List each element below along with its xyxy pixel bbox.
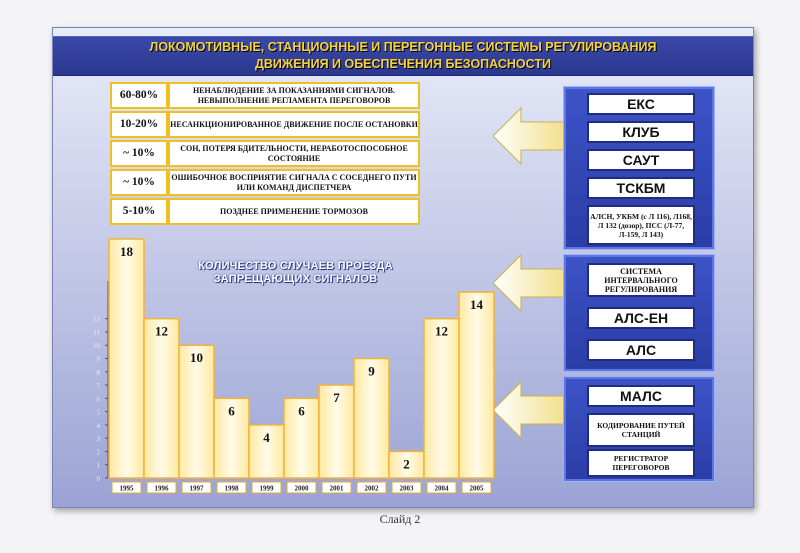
x-tick-box (321, 481, 352, 494)
bar (353, 357, 390, 479)
x-tick-label: 2002 (365, 485, 380, 493)
reason-percent: ~ 10% (110, 169, 168, 196)
bar-value-label: 6 (228, 403, 235, 418)
y-tick-label: 11 (93, 329, 100, 337)
bar-value-label: 4 (263, 430, 270, 445)
x-tick-label: 1996 (155, 485, 170, 493)
slide: ЛОКОМОТИВНЫЕ, СТАНЦИОННЫЕ И ПЕРЕГОННЫЕ С… (52, 27, 754, 508)
system-als-en: АЛС-ЕН (587, 307, 695, 329)
x-tick-box (181, 481, 212, 494)
reason-text: ПОЗДНЕЕ ПРИМЕНЕНИЕ ТОРМОЗОВ (168, 198, 420, 225)
reason-percent: 5-10% (110, 198, 168, 225)
x-tick-label: 1997 (190, 485, 205, 493)
x-tick-box (391, 481, 422, 494)
reason-text: ОШИБОЧНОЕ ВОСПРИЯТИЕ СИГНАЛА С СОСЕДНЕГО… (168, 169, 420, 196)
system-recorder: РЕГИСТРАТОР ПЕРЕГОВОРОВ (587, 449, 695, 477)
x-tick-box (426, 481, 457, 494)
bar (213, 397, 250, 479)
system-saut: САУТ (587, 149, 695, 171)
reason-row: 5-10% ПОЗДНЕЕ ПРИМЕНЕНИЕ ТОРМОЗОВ (110, 198, 420, 225)
reason-row: ~ 10% СОН, ПОТЕРЯ БДИТЕЛЬНОСТИ, НЕРАБОТО… (110, 140, 420, 167)
x-tick-label: 1999 (260, 485, 275, 493)
chart-title: КОЛИЧЕСТВО СЛУЧАЕВ ПРОЕЗДА ЗАПРЕЩАЮЩИХ С… (198, 260, 393, 285)
bar-value-label: 6 (298, 403, 305, 418)
bar (143, 317, 180, 479)
x-tick-box (356, 481, 387, 494)
reason-row: 60-80% НЕНАБЛЮДЕНИЕ ЗА ПОКАЗАНИЯМИ СИГНА… (110, 82, 420, 109)
y-tick-label: 2 (97, 448, 101, 456)
x-tick-label: 2001 (330, 485, 345, 493)
slide-number: Слайд 2 (379, 512, 421, 526)
reason-row: 10-20% НЕСАНКЦИОНИРОВАННОЕ ДВИЖЕНИЕ ПОСЛ… (110, 111, 420, 138)
arrow-left-icon (493, 106, 565, 166)
x-tick-box (111, 481, 142, 494)
reason-percent: 10-20% (110, 111, 168, 138)
panel-interval-systems: СИСТЕМА ИНТЕРВАЛЬНОГО РЕГУЛИРОВАНИЯ АЛС-… (563, 254, 715, 372)
reason-text: НЕСАНКЦИОНИРОВАННОЕ ДВИЖЕНИЕ ПОСЛЕ ОСТАН… (168, 111, 420, 138)
bar-chart: 0123456789101112181995121996101997619984… (93, 238, 495, 494)
y-tick-label: 7 (97, 382, 101, 390)
x-tick-label: 2000 (295, 485, 310, 493)
y-tick-label: 6 (97, 395, 101, 403)
system-klub: КЛУБ (587, 121, 695, 143)
bar-value-label: 2 (403, 456, 410, 471)
bar-value-label: 9 (368, 364, 375, 379)
y-tick-label: 4 (97, 422, 101, 430)
title-bar: ЛОКОМОТИВНЫЕ, СТАНЦИОННЫЕ И ПЕРЕГОННЫЕ С… (53, 36, 753, 76)
bar (458, 291, 495, 479)
x-tick-label: 2003 (400, 485, 415, 493)
x-tick-box (251, 481, 282, 494)
bar-value-label: 12 (155, 324, 168, 339)
y-tick-label: 10 (93, 342, 101, 350)
x-tick-label: 2004 (435, 485, 450, 493)
y-tick-label: 0 (97, 475, 101, 483)
bar-value-label: 18 (120, 244, 134, 259)
y-tick-label: 12 (93, 316, 101, 324)
bar-value-label: 7 (333, 390, 340, 405)
reason-row: ~ 10% ОШИБОЧНОЕ ВОСПРИЯТИЕ СИГНАЛА С СОС… (110, 169, 420, 196)
system-tskbm: ТСКБМ (587, 177, 695, 199)
reason-text: СОН, ПОТЕРЯ БДИТЕЛЬНОСТИ, НЕРАБОТОСПОСОБ… (168, 140, 420, 167)
bar-value-label: 10 (190, 350, 203, 365)
panel-locomotive-systems: ЕКС КЛУБ САУТ ТСКБМ АЛСН, УКБМ (с Л 116)… (563, 86, 715, 250)
title-line-1: ЛОКОМОТИВНЫЕ, СТАНЦИОННЫЕ И ПЕРЕГОННЫЕ С… (149, 40, 657, 54)
bar (178, 344, 215, 479)
system-als: АЛС (587, 339, 695, 361)
bar-value-label: 14 (470, 297, 484, 312)
system-coding: КОДИРОВАНИЕ ПУТЕЙ СТАНЦИЙ (587, 413, 695, 447)
x-tick-box (216, 481, 247, 494)
reason-percent: ~ 10% (110, 140, 168, 167)
system-interval: СИСТЕМА ИНТЕРВАЛЬНОГО РЕГУЛИРОВАНИЯ (587, 263, 695, 297)
bar (108, 238, 145, 479)
arrow-left-icon (493, 380, 565, 440)
y-tick-label: 3 (97, 435, 101, 443)
system-legacy-note: АЛСН, УКБМ (с Л 116), Л168, Л 132 (дозор… (587, 205, 695, 245)
y-tick-label: 9 (97, 356, 101, 364)
panel-station-systems: МАЛС КОДИРОВАНИЕ ПУТЕЙ СТАНЦИЙ РЕГИСТРАТ… (563, 376, 715, 482)
x-tick-label: 1998 (225, 485, 240, 493)
x-tick-box (146, 481, 177, 494)
y-tick-label: 1 (97, 462, 101, 470)
bar-value-label: 12 (435, 324, 448, 339)
system-mals: МАЛС (587, 385, 695, 407)
system-eks: ЕКС (587, 93, 695, 115)
x-tick-label: 2005 (470, 485, 485, 493)
x-tick-label: 1995 (120, 485, 135, 493)
arrow-left-icon (493, 253, 565, 313)
title-line-2: ДВИЖЕНИЯ И ОБЕСПЕЧЕНИЯ БЕЗОПАСНОСТИ (255, 57, 551, 71)
bar (423, 317, 460, 479)
y-tick-label: 8 (97, 369, 101, 377)
x-tick-box (286, 481, 317, 494)
bar (283, 397, 320, 479)
x-tick-box (461, 481, 492, 494)
reason-text: НЕНАБЛЮДЕНИЕ ЗА ПОКАЗАНИЯМИ СИГНАЛОВ. НЕ… (168, 82, 420, 109)
reason-percent: 60-80% (110, 82, 168, 109)
bar (248, 424, 285, 479)
y-tick-label: 5 (97, 409, 101, 417)
